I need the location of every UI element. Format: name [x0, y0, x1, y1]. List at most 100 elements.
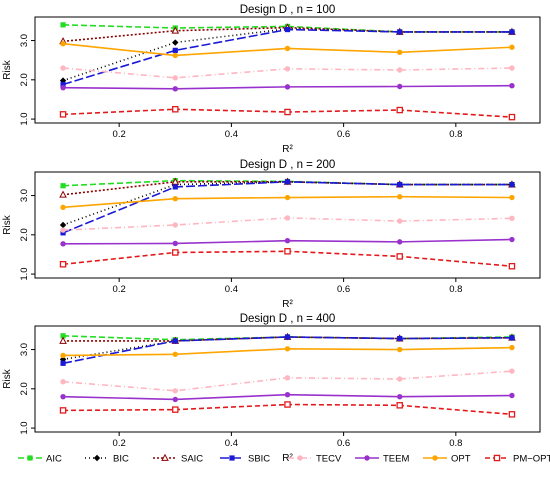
y-tick-label: 3.0	[19, 343, 30, 356]
series-tecv	[60, 65, 515, 81]
panel-title: Design D , n = 100	[240, 4, 336, 16]
x-axis-label: R²	[282, 144, 293, 155]
data-point-teem	[60, 241, 66, 247]
data-point-opt	[60, 204, 66, 211]
data-point-tecv	[284, 66, 291, 72]
data-point-sbic	[397, 181, 403, 188]
data-point-pm-opt	[396, 253, 403, 260]
series-line-sbic	[62, 336, 512, 365]
x-tick-label: 0.8	[449, 129, 462, 140]
data-point-tecv	[509, 65, 515, 71]
data-point-pm-opt	[172, 249, 179, 256]
data-point-teem	[60, 393, 66, 400]
panel-1: Design D , n = 100 0.2 0.4 0.6 0.8 1.0 2.0 3.0 R…	[2, 4, 541, 155]
data-point-sbic	[397, 335, 403, 342]
data-point-opt	[284, 346, 291, 352]
series-opt	[60, 194, 515, 211]
series-pm-opt	[59, 401, 516, 418]
data-point-tecv	[509, 215, 515, 222]
legend-item-opt: OPT	[423, 454, 471, 465]
data-point-pm-opt	[284, 108, 291, 116]
legend-item-sbic: SBIC	[220, 454, 270, 465]
data-point-pm-opt	[508, 113, 516, 121]
plot-frame	[34, 16, 541, 124]
data-point-sbic	[60, 360, 66, 366]
y-axis-label: Risk	[2, 368, 13, 388]
x-tick-label: 0.2	[113, 438, 126, 449]
data-point-aic	[60, 22, 66, 28]
legend-marker	[27, 455, 33, 461]
data-point-sbic	[60, 230, 66, 236]
data-point-tecv	[397, 218, 403, 224]
series-line-sbic	[62, 28, 512, 86]
legend-label: SAIC	[181, 454, 203, 465]
series-pm-opt	[59, 106, 516, 121]
legend-label: OPT	[451, 454, 471, 465]
legend-label: BIC	[113, 454, 129, 465]
data-point-teem	[172, 240, 178, 247]
x-axis-label: R²	[282, 299, 293, 310]
legend-item-pm-opt: PM−OPT	[485, 454, 550, 465]
data-point-teem	[284, 392, 291, 398]
x-tick-label: 0.2	[113, 129, 126, 140]
x-tick-label: 0.6	[337, 438, 350, 449]
data-point-sbic	[284, 26, 291, 33]
data-point-opt	[509, 344, 515, 351]
data-point-pm-opt	[508, 411, 516, 418]
x-axis-label: R²	[282, 453, 293, 464]
data-point-saic	[171, 177, 180, 185]
legend-marker	[297, 455, 303, 461]
data-point-opt	[172, 351, 178, 357]
x-tick-label: 0.8	[449, 284, 462, 295]
data-point-tecv	[60, 379, 66, 385]
plot-frame	[34, 325, 541, 433]
data-point-bic	[59, 221, 67, 229]
panel-2: Design D , n = 200 0.2 0.4 0.6 0.8 1.0 2.0 3.0 R…	[2, 159, 541, 310]
y-tick-label: 1.0	[19, 267, 30, 280]
data-point-opt	[397, 194, 403, 200]
data-point-tecv	[397, 67, 403, 73]
legend-label: TECV	[316, 454, 342, 465]
data-point-opt	[172, 52, 178, 59]
y-tick-label: 1.0	[19, 421, 30, 434]
data-point-sbic	[509, 29, 515, 35]
y-axis-label: Risk	[2, 214, 13, 234]
y-tick-label: 3.0	[19, 189, 30, 202]
data-point-opt	[397, 346, 403, 353]
x-tick-label: 0.4	[225, 129, 238, 140]
data-point-teem	[397, 239, 403, 245]
data-point-pm-opt	[508, 262, 516, 270]
data-point-tecv	[60, 65, 66, 71]
legend-item-aic: AIC	[18, 454, 62, 465]
data-point-sbic	[172, 338, 178, 344]
data-point-tecv	[509, 368, 515, 374]
data-point-opt	[509, 44, 515, 50]
data-point-opt	[172, 195, 178, 202]
x-tick-label: 0.4	[225, 438, 238, 449]
data-point-tecv	[60, 227, 66, 233]
legend-item-teem: TEEM	[355, 454, 409, 465]
data-point-teem	[284, 238, 291, 244]
series-line-bic	[62, 27, 512, 82]
y-axis-label: Risk	[2, 59, 13, 79]
data-point-sbic	[509, 335, 515, 341]
series-tecv	[60, 215, 515, 233]
data-point-tecv	[397, 376, 403, 382]
legend-label: PM−OPT	[513, 454, 550, 465]
data-point-tecv	[284, 375, 291, 381]
series-teem	[60, 392, 515, 403]
x-tick-label: 0.4	[225, 284, 238, 295]
series-tecv	[60, 368, 515, 394]
legend-marker	[93, 454, 101, 462]
series-opt	[60, 40, 515, 59]
legend-marker	[493, 454, 501, 462]
data-point-sbic	[60, 81, 66, 88]
data-point-teem	[509, 83, 515, 89]
data-point-pm-opt	[59, 111, 67, 118]
data-point-teem	[172, 86, 178, 92]
legend-item-saic: SAIC	[153, 454, 203, 465]
y-tick-label: 2.0	[19, 73, 30, 86]
data-point-tecv	[172, 75, 178, 81]
panel-title: Design D , n = 200	[240, 159, 336, 171]
